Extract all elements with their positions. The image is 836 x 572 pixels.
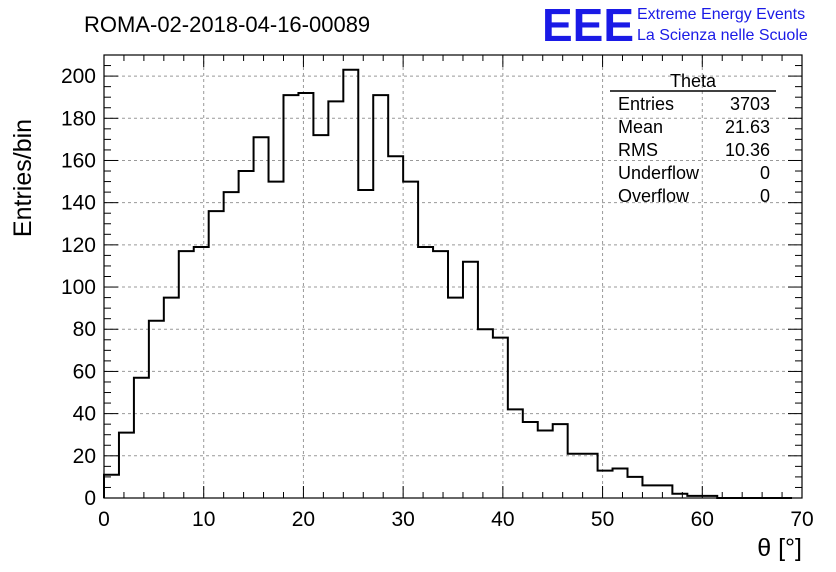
histogram-bin (224, 192, 239, 498)
histogram-bin (254, 137, 269, 498)
y-tick-label: 160 (61, 149, 96, 172)
stats-row-value: 3703 (730, 94, 770, 114)
stats-row-label: Underflow (618, 163, 700, 183)
grid-lines (104, 55, 802, 498)
x-tick-label: 0 (98, 508, 110, 531)
stats-row-label: Entries (618, 94, 674, 114)
histogram-bin (119, 433, 134, 498)
y-tick-label: 80 (73, 318, 96, 341)
stats-row-value: 10.36 (725, 140, 770, 160)
logo-line-1: Extreme Energy Events (637, 6, 805, 23)
histogram-bin (448, 298, 463, 498)
stats-row-value: 21.63 (725, 117, 770, 137)
y-tick-label: 0 (84, 487, 96, 510)
axis-ticks (103, 54, 803, 499)
histogram-bin (403, 182, 418, 498)
stats-box: Theta Entries 3703 Mean 21.63 RMS 10.36 Underf… (610, 71, 776, 206)
histogram-bin (538, 430, 553, 498)
y-axis-title: Entries/bin (9, 119, 37, 237)
logo-line-2: La Scienza nelle Scuole (637, 27, 808, 44)
histogram-bin (388, 156, 403, 498)
plot-frame (103, 54, 803, 499)
stats-row-label: Mean (618, 117, 663, 137)
histogram-bin (134, 378, 149, 498)
x-tick-labels: 0 10 20 30 40 50 60 70 (98, 508, 814, 531)
histogram-bin (463, 262, 478, 498)
x-tick-label: 50 (591, 508, 614, 531)
histogram-bin (493, 338, 508, 498)
stats-row-label: Overflow (618, 186, 690, 206)
histogram-bin (358, 190, 373, 498)
histogram-bin (239, 171, 254, 498)
histogram-bin (373, 95, 388, 498)
histogram-bin (328, 101, 343, 498)
histogram-bin (628, 477, 643, 498)
histogram-bin (269, 182, 284, 498)
histogram-bin (313, 135, 328, 498)
histogram-bin (283, 95, 298, 498)
histogram-bin (209, 211, 224, 498)
x-tick-label: 10 (192, 508, 215, 531)
stats-row-label: RMS (618, 140, 658, 160)
x-axis-title: θ [°] (757, 534, 802, 562)
histogram-bin (194, 247, 209, 498)
histogram-bin (298, 93, 313, 498)
stats-row-value: 0 (760, 163, 770, 183)
y-tick-label: 40 (73, 403, 96, 426)
x-tick-label: 60 (691, 508, 714, 531)
y-tick-label: 140 (61, 192, 96, 215)
histogram-bin (343, 70, 358, 498)
histogram-bin (642, 485, 657, 498)
y-tick-label: 20 (73, 445, 96, 468)
histogram-bin (149, 321, 164, 498)
y-tick-label: 120 (61, 234, 96, 257)
histogram-series (103, 68, 793, 499)
y-tick-labels: 0 20 40 60 80 100 120 140 160 180 200 (61, 65, 96, 510)
histogram-bin (508, 409, 523, 498)
histogram-bin (568, 454, 583, 498)
histogram-bin (598, 471, 613, 498)
stats-row-value: 0 (760, 186, 770, 206)
histogram-bin (613, 468, 628, 498)
histogram-bin (657, 485, 672, 498)
histogram-bin (164, 298, 179, 498)
histogram-bin (583, 454, 598, 498)
stats-name: Theta (670, 71, 717, 91)
y-tick-label: 60 (73, 360, 96, 383)
histogram-bin (523, 422, 538, 498)
x-tick-label: 40 (491, 508, 514, 531)
x-tick-label: 70 (790, 508, 813, 531)
eee-logo: EEE Extreme Energy Events La Scienza nel… (542, 0, 808, 51)
histogram-bin (179, 251, 194, 498)
chart-title: ROMA-02-2018-04-16-00089 (84, 12, 370, 37)
y-tick-label: 100 (61, 276, 96, 299)
histogram-bin (104, 475, 119, 498)
histogram-bin (553, 424, 568, 498)
histogram-bin (433, 251, 448, 498)
histogram-bin (418, 247, 433, 498)
logo-mark: EEE (542, 0, 634, 51)
y-tick-label: 180 (61, 107, 96, 130)
x-tick-label: 20 (292, 508, 315, 531)
y-tick-label: 200 (61, 65, 96, 88)
x-tick-label: 30 (391, 508, 414, 531)
